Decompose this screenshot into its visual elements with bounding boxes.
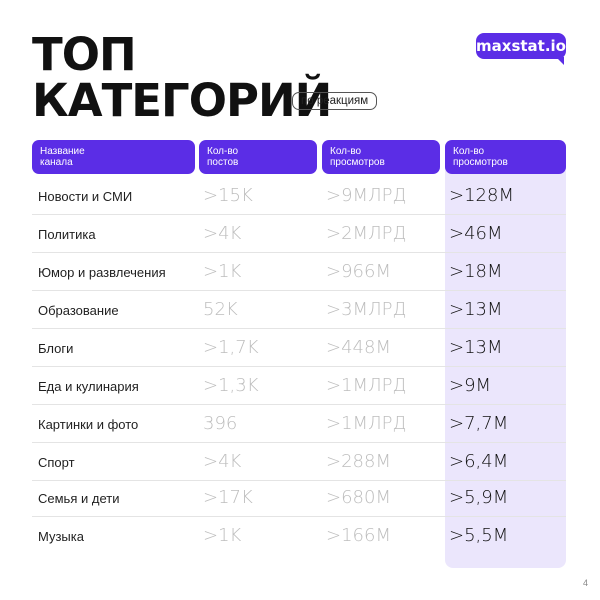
row-divider (32, 442, 566, 443)
posts-count: >4K (203, 223, 242, 244)
reactions-count: >7,7M (449, 413, 509, 434)
views-count: >3МЛРД (326, 299, 407, 320)
table-row: Образование 52K >3МЛРД >13M (32, 291, 566, 329)
channel-name: Юмор и развлечения (38, 265, 166, 280)
views-count: >448M (326, 337, 391, 358)
header-label-line2: просмотров (330, 157, 385, 168)
brand-logo: maxstat.io (476, 33, 566, 65)
posts-count: >15K (203, 185, 253, 206)
channel-name: Блоги (38, 341, 74, 356)
channel-name: Картинки и фото (38, 417, 139, 432)
table-row: Картинки и фото 396 >1МЛРД >7,7M (32, 405, 566, 443)
row-divider (32, 214, 566, 215)
table-row: Еда и кулинария >1,3K >1МЛРД >9M (32, 367, 566, 405)
reactions-count: >13M (449, 299, 503, 320)
table-row: Семья и дети >17K >680M >5,9M (32, 479, 566, 517)
row-divider (32, 480, 566, 481)
posts-count: >1,3K (203, 375, 259, 396)
reactions-count: >18M (449, 261, 503, 282)
header-label-line1: Кол-во (330, 146, 362, 157)
views-count: >9МЛРД (326, 185, 407, 206)
row-divider (32, 366, 566, 367)
channel-name: Музыка (38, 529, 84, 544)
channel-name: Новости и СМИ (38, 189, 133, 204)
table-row: Политика >4K >2МЛРД >46M (32, 215, 566, 253)
views-count: >288M (326, 451, 391, 472)
views-count: >1МЛРД (326, 375, 407, 396)
channel-name: Политика (38, 227, 96, 242)
header-label-line2: канала (40, 157, 73, 168)
row-divider (32, 404, 566, 405)
table-row: Юмор и развлечения >1K >966M >18M (32, 253, 566, 291)
views-count: >2МЛРД (326, 223, 407, 244)
row-divider (32, 328, 566, 329)
channel-name: Еда и кулинария (38, 379, 139, 394)
header-label-line1: Кол-во (207, 146, 239, 157)
reactions-count: >5,5M (449, 525, 509, 546)
row-divider (32, 252, 566, 253)
table-row: Музыка >1K >166M >5,5M (32, 517, 566, 555)
header-posts-count: Кол-во постов (199, 140, 317, 174)
channel-name: Спорт (38, 455, 75, 470)
posts-count: >1K (203, 525, 242, 546)
header-label-line2: просмотров (453, 157, 508, 168)
posts-count: 52K (203, 299, 238, 320)
views-count: >966M (326, 261, 391, 282)
reactions-count: >5,9M (449, 487, 509, 508)
reactions-count: >6,4M (449, 451, 509, 472)
table-row: Новости и СМИ >15K >9МЛРД >128M (32, 177, 566, 215)
reactions-count: >46M (449, 223, 503, 244)
views-count: >166M (326, 525, 391, 546)
table-row: Спорт >4K >288M >6,4M (32, 443, 566, 481)
subtitle-badge: по реакциям (292, 92, 378, 110)
reactions-count: >128M (449, 185, 514, 206)
posts-count: >1K (203, 261, 242, 282)
posts-count: >1,7K (203, 337, 259, 358)
title-line-1: ТОП (32, 28, 137, 81)
title-line-2: КАТЕГОРИЙ (32, 74, 332, 127)
page-number: 4 (582, 578, 588, 588)
reactions-count: >13M (449, 337, 503, 358)
reactions-count: >9M (449, 375, 492, 396)
channel-name: Образование (38, 303, 119, 318)
highlight-column (445, 140, 566, 568)
posts-count: 396 (203, 413, 238, 434)
row-divider (32, 516, 566, 517)
header-label-line2: постов (207, 157, 239, 168)
header-views-count-highlight: Кол-во просмотров (445, 140, 566, 174)
posts-count: >4K (203, 451, 242, 472)
views-count: >680M (326, 487, 391, 508)
header-channel-name: Название канала (32, 140, 195, 174)
row-divider (32, 290, 566, 291)
posts-count: >17K (203, 487, 253, 508)
header-label-line1: Кол-во (453, 146, 485, 157)
page-title: ТОП КАТЕГОРИЙ (32, 28, 332, 127)
views-count: >1МЛРД (326, 413, 407, 434)
channel-name: Семья и дети (38, 491, 120, 506)
header-views-count: Кол-во просмотров (322, 140, 440, 174)
header-label-line1: Название (40, 146, 85, 157)
table-row: Блоги >1,7K >448M >13M (32, 329, 566, 367)
